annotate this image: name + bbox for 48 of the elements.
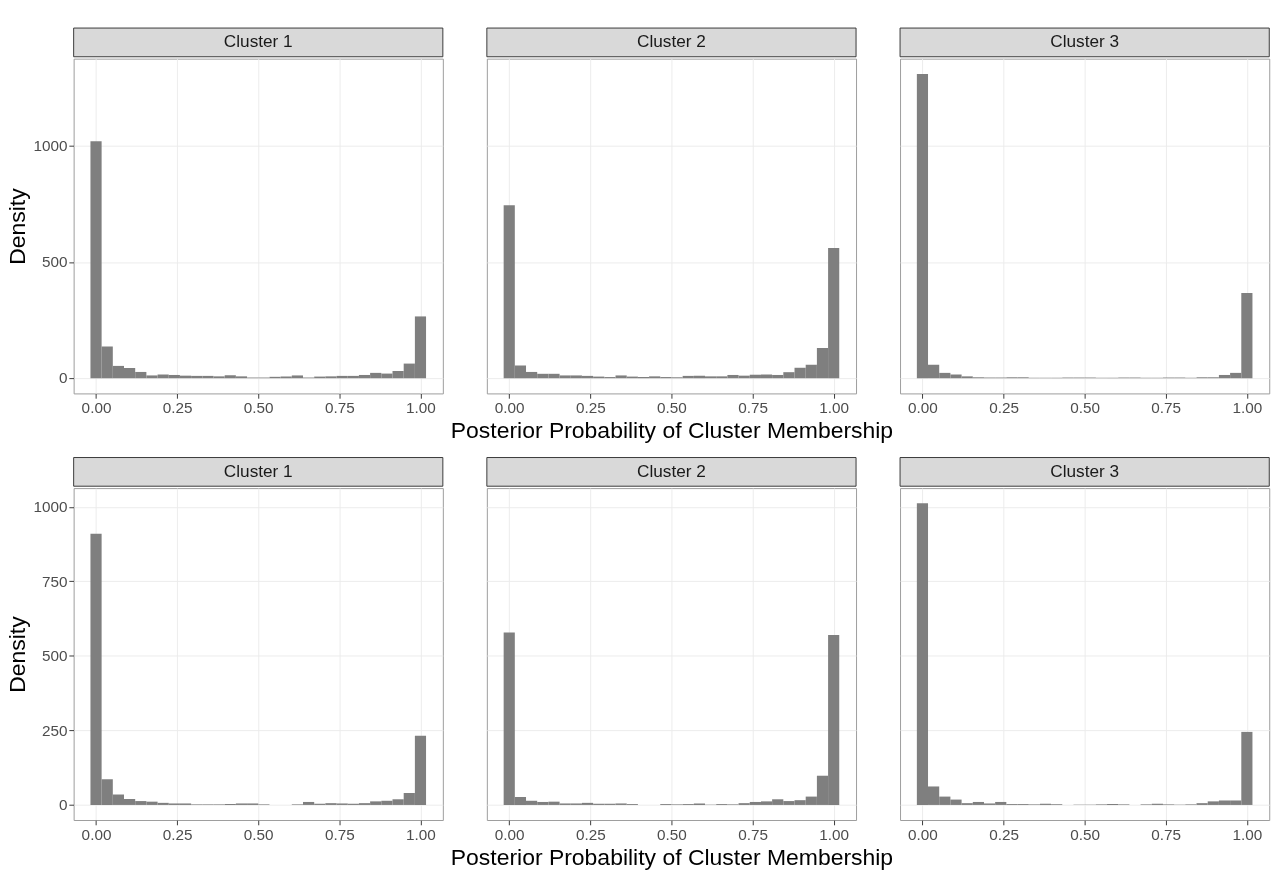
x-tick-label: 0.00 [81,399,112,417]
x-tick-label: 1.00 [1232,825,1263,843]
x-tick-label: 0.00 [908,399,938,417]
x-tick-label: 0.50 [1070,825,1101,843]
x-axis-title: Posterior Probability of Cluster Membership [450,843,894,870]
x-tick-label: 0.25 [989,825,1019,843]
x-tick-label: 0.50 [657,825,687,843]
x-tick-label: 0.75 [324,399,355,417]
y-tick-label: 0 [58,369,68,387]
chart-title: Cluster 1 [223,460,293,481]
y-axis-title: Density [3,615,30,693]
x-tick-label: 0.25 [575,399,606,417]
x-tick-label: 0.75 [738,399,768,417]
x-tick-label: 0.00 [81,825,112,843]
y-tick-label: 1000 [33,137,68,155]
chart-title: Cluster 2 [637,460,706,481]
x-tick-label: 1.00 [819,825,850,843]
y-tick-label: 500 [41,253,68,271]
x-tick-label: 0.50 [1070,399,1101,417]
chart-title: Cluster 1 [223,31,293,52]
x-tick-label: 0.00 [494,399,525,417]
x-tick-label: 0.25 [162,399,193,417]
x-tick-label: 0.25 [575,825,606,843]
y-tick-label: 500 [41,647,68,665]
y-axis-title: Density [3,187,30,265]
x-tick-label: 0.50 [243,825,274,843]
x-tick-label: 1.00 [1232,399,1263,417]
chart-title: Cluster 3 [1050,460,1120,481]
x-tick-label: 0.50 [657,399,687,417]
y-tick-label: 0 [58,796,68,814]
x-tick-label: 0.50 [243,399,274,417]
x-tick-label: 0.00 [908,825,938,843]
chart-title: Cluster 3 [1050,31,1120,52]
x-tick-label: 0.00 [494,825,525,843]
x-tick-label: 1.00 [819,399,850,417]
x-tick-label: 0.25 [989,399,1019,417]
x-tick-label: 1.00 [406,825,436,843]
x-tick-label: 0.25 [162,825,193,843]
x-axis-title: Posterior Probability of Cluster Membership [450,416,894,443]
y-tick-label: 250 [41,721,68,739]
x-tick-label: 0.75 [738,825,768,843]
x-tick-label: 0.75 [1151,399,1182,417]
x-tick-label: 0.75 [324,825,355,843]
y-tick-label: 1000 [33,498,68,516]
y-tick-label: 750 [41,572,68,590]
chart-title: Cluster 2 [637,31,706,52]
x-tick-label: 1.00 [406,399,436,417]
x-tick-label: 0.75 [1151,825,1182,843]
